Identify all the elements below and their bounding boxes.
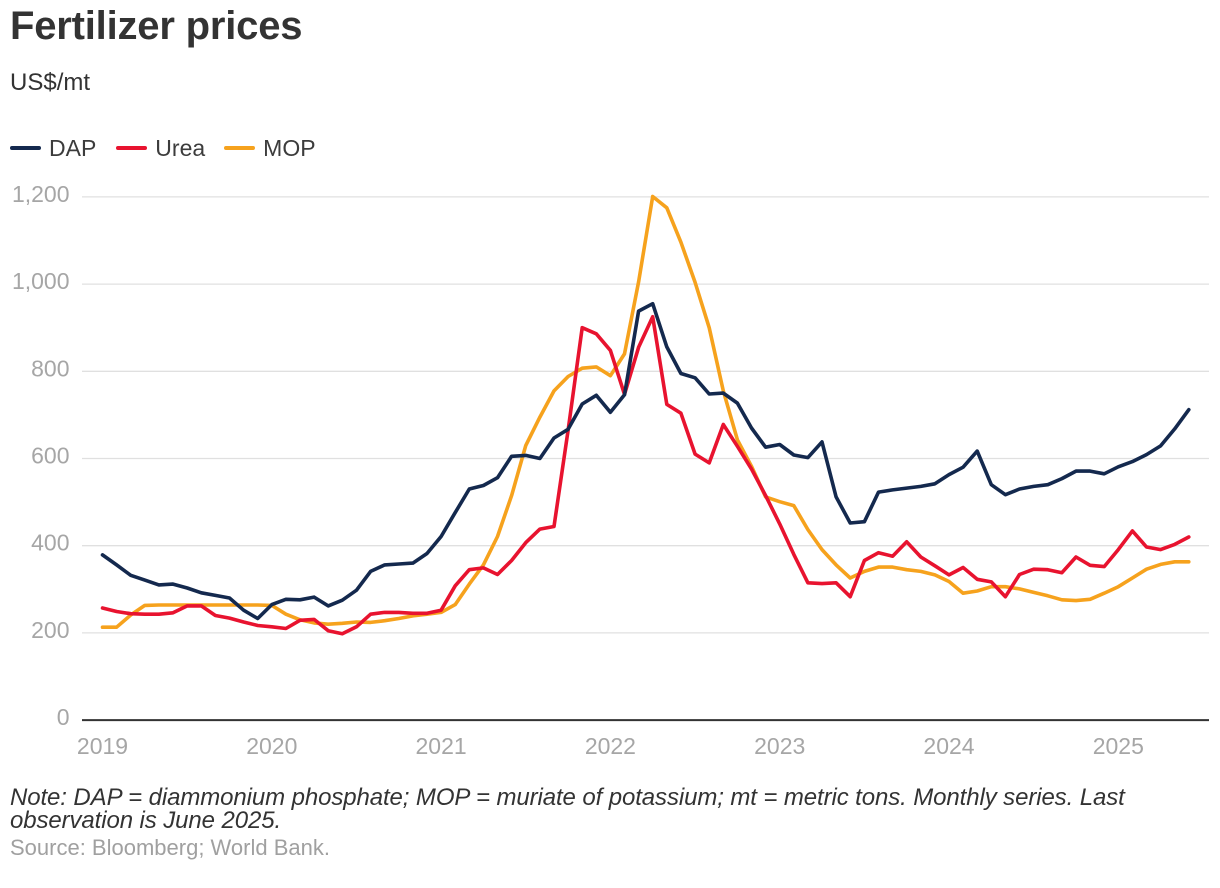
svg-text:400: 400 [31,530,69,556]
svg-text:600: 600 [31,443,69,469]
svg-text:1,200: 1,200 [12,181,70,207]
svg-text:2020: 2020 [246,733,297,759]
svg-text:1,000: 1,000 [12,268,70,294]
svg-text:2023: 2023 [754,733,805,759]
svg-text:2021: 2021 [416,733,467,759]
svg-text:200: 200 [31,617,69,643]
svg-text:2019: 2019 [77,733,128,759]
svg-text:0: 0 [57,704,70,730]
svg-text:2022: 2022 [585,733,636,759]
svg-text:2025: 2025 [1093,733,1144,759]
svg-text:800: 800 [31,355,69,381]
svg-text:2024: 2024 [923,733,974,759]
